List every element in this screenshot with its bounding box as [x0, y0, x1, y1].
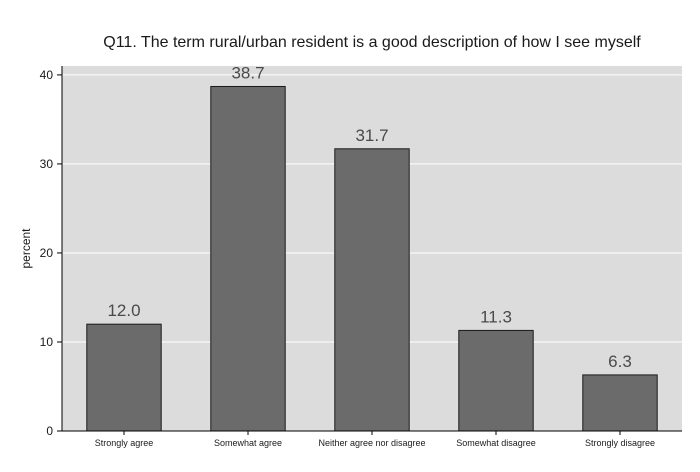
bars: [86, 85, 658, 432]
value-label-0: 12.0: [107, 301, 140, 320]
value-labels: 12.0 38.7 31.7 11.3 6.3: [107, 63, 631, 370]
x-axis: Strongly agree Somewhat agree Neither agre…: [62, 430, 682, 448]
value-label-3: 11.3: [480, 307, 512, 326]
y-tick-label: 40: [40, 68, 54, 82]
value-label-2: 31.7: [355, 126, 388, 145]
y-tick-label: 30: [40, 157, 54, 171]
bar-1: [210, 85, 286, 432]
value-label-1: 38.7: [231, 63, 264, 82]
y-tick-label: 0: [46, 424, 53, 438]
y-axis: 0 10 20 30 40: [40, 66, 63, 438]
x-tick-label-2: Neither agree nor disagree: [318, 438, 425, 448]
value-label-4: 6.3: [608, 352, 632, 371]
chart-title: Q11. The term rural/urban resident is a …: [103, 34, 641, 51]
bar-4: [582, 374, 658, 432]
y-tick-label: 10: [40, 335, 54, 349]
x-tick-label-3: Somewhat disagree: [456, 438, 536, 448]
y-axis-label: percent: [19, 228, 33, 269]
bar-3: [458, 329, 534, 432]
y-tick-label: 20: [40, 246, 54, 260]
x-tick-label-1: Somewhat agree: [214, 438, 282, 448]
x-tick-label-4: Strongly disagree: [585, 438, 655, 448]
bar-0: [86, 323, 162, 432]
x-tick-label-0: Strongly agree: [95, 438, 154, 448]
bar-2: [334, 148, 410, 432]
